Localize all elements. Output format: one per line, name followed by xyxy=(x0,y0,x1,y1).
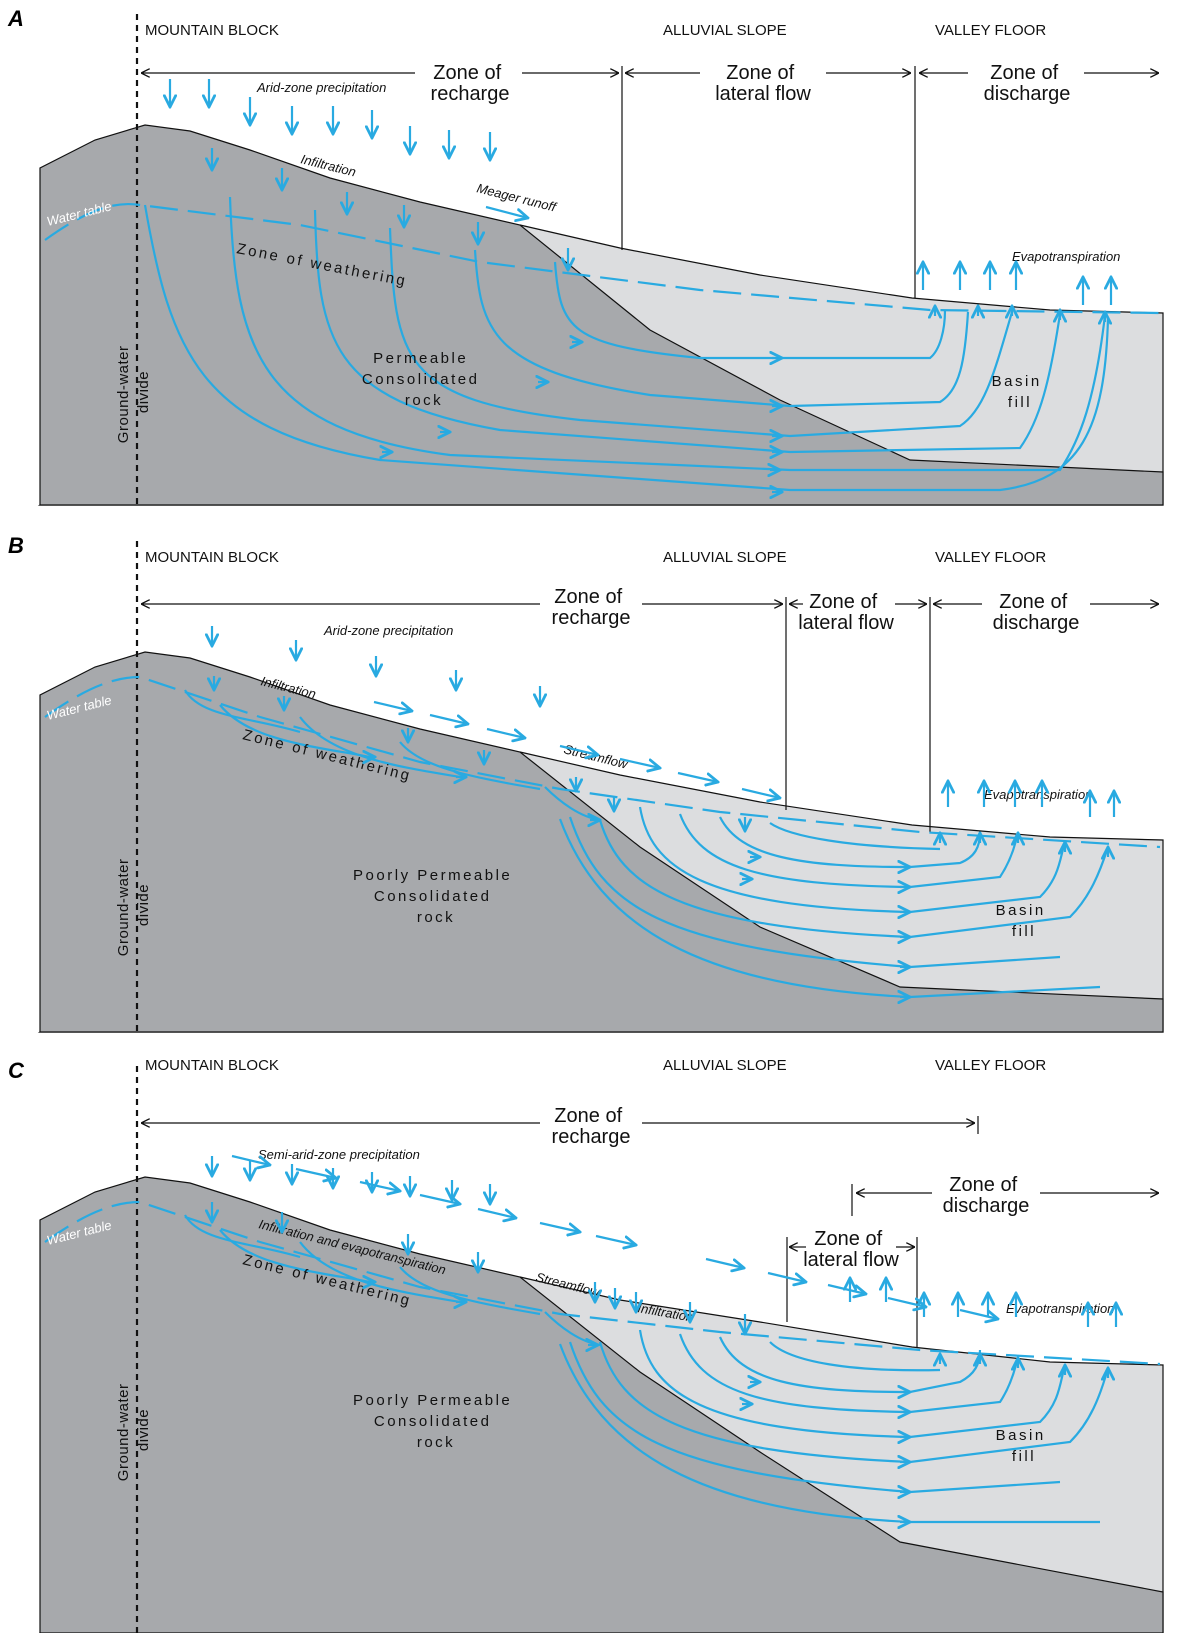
evapotranspiration-label: Evapotranspiration xyxy=(1006,1301,1114,1316)
streamflow-arrow xyxy=(827,1283,866,1294)
consolidated-rock xyxy=(39,651,1164,1033)
streamflow-arrow xyxy=(429,713,468,724)
groundwater-flow-paths xyxy=(184,1214,1110,1524)
streamflow-arrow xyxy=(486,727,525,738)
evapotranspiration-label: Evapotranspiration xyxy=(1012,249,1120,264)
region-alluvial-slope: ALLUVIAL SLOPE xyxy=(663,1057,787,1074)
streamflow-arrow xyxy=(359,1180,400,1191)
zone-lateral-flow-label: Zone of lateral flow xyxy=(803,1228,899,1271)
streamflow-arrow xyxy=(231,1154,270,1165)
panel-label: A xyxy=(7,6,24,31)
panel-b: B MOUNTAIN BLOCK ALLUVIAL SLOPE VALLEY F… xyxy=(8,533,1164,1033)
region-alluvial-slope: ALLUVIAL SLOPE xyxy=(663,22,787,39)
streamflow-arrow xyxy=(295,1167,336,1178)
zone-discharge-label: Zone of discharge xyxy=(993,591,1080,634)
ground-water-divide-label: Ground-water divide xyxy=(115,1379,152,1481)
streamflow-arrow xyxy=(595,1234,636,1245)
region-mountain-block: MOUNTAIN BLOCK xyxy=(145,1057,279,1074)
precipitation-label: Arid-zone precipitation xyxy=(323,623,453,638)
panel-a: A MOUNTAIN BLOCK ALLUVIAL SLOPE VALLEY F… xyxy=(7,6,1164,506)
groundwater-flow-paths xyxy=(143,196,1110,492)
streamflow-arrow xyxy=(477,1207,516,1218)
ground-water-divide-label: Ground-water divide xyxy=(115,341,152,443)
runoff-arrow xyxy=(485,205,528,218)
streamflow-arrow xyxy=(677,771,718,782)
zone-brackets xyxy=(142,597,1158,832)
streamflow-arrow xyxy=(887,1296,926,1307)
region-valley-floor: VALLEY FLOOR xyxy=(935,549,1046,566)
rock-label: Poorly Permeable Consolidated rock xyxy=(353,867,519,926)
zone-lateral-flow-label: Zone of lateral flow xyxy=(715,62,811,105)
groundwater-flow-paths xyxy=(184,689,1110,999)
evapotranspiration-label: Evapotranspiration xyxy=(984,787,1092,802)
basin-fill-label: Basin fill xyxy=(996,1427,1053,1465)
basin-fill-label: Basin fill xyxy=(992,373,1049,411)
streamflow-arrow xyxy=(559,744,598,755)
zone-recharge-label: Zone of recharge xyxy=(431,62,510,105)
region-valley-floor: VALLEY FLOOR xyxy=(935,1057,1046,1074)
rock-label: Permeable Consolidated rock xyxy=(362,350,486,409)
zone-recharge-label: Zone of recharge xyxy=(552,586,631,629)
streamflow-arrow xyxy=(767,1271,806,1282)
region-mountain-block: MOUNTAIN BLOCK xyxy=(145,22,279,39)
precipitation-label: Semi-arid-zone precipitation xyxy=(258,1147,420,1162)
zone-lateral-flow-label: Zone of lateral flow xyxy=(798,591,894,634)
zone-brackets xyxy=(142,1116,1158,1347)
runoff-label: Meager runoff xyxy=(475,180,559,214)
streamflow-arrow xyxy=(959,1308,998,1319)
precipitation-label: Arid-zone precipitation xyxy=(256,80,386,95)
region-valley-floor: VALLEY FLOOR xyxy=(935,22,1046,39)
region-alluvial-slope: ALLUVIAL SLOPE xyxy=(663,549,787,566)
streamflow-arrow xyxy=(539,1221,580,1232)
water-movement-arrows xyxy=(170,79,1116,1522)
zone-recharge-label: Zone of recharge xyxy=(552,1105,631,1148)
water-table-line xyxy=(44,203,1161,315)
zone-brackets xyxy=(142,66,1158,298)
streamflow-arrow xyxy=(705,1257,744,1268)
ground-water-divide-label: Ground-water divide xyxy=(115,854,152,956)
region-mountain-block: MOUNTAIN BLOCK xyxy=(145,549,279,566)
zone-discharge-label: Zone of discharge xyxy=(943,1174,1030,1217)
panel-label: C xyxy=(8,1058,25,1083)
zone-discharge-label: Zone of discharge xyxy=(984,62,1071,105)
streamflow-arrow xyxy=(619,757,660,768)
basin-fill-label: Basin fill xyxy=(996,902,1053,940)
rock-label: Poorly Permeable Consolidated rock xyxy=(353,1392,519,1451)
streamflow-arrow xyxy=(741,787,780,798)
streamflow-arrow xyxy=(419,1193,460,1204)
panel-label: B xyxy=(8,533,24,558)
consolidated-rock xyxy=(39,1176,1164,1633)
consolidated-rock xyxy=(39,124,1164,506)
water-table-line xyxy=(44,1200,1161,1366)
water-table-line xyxy=(44,675,1161,849)
panel-c: C MOUNTAIN BLOCK ALLUVIAL SLOPE VALLEY F… xyxy=(8,1057,1164,1633)
streamflow-arrow xyxy=(373,700,412,711)
